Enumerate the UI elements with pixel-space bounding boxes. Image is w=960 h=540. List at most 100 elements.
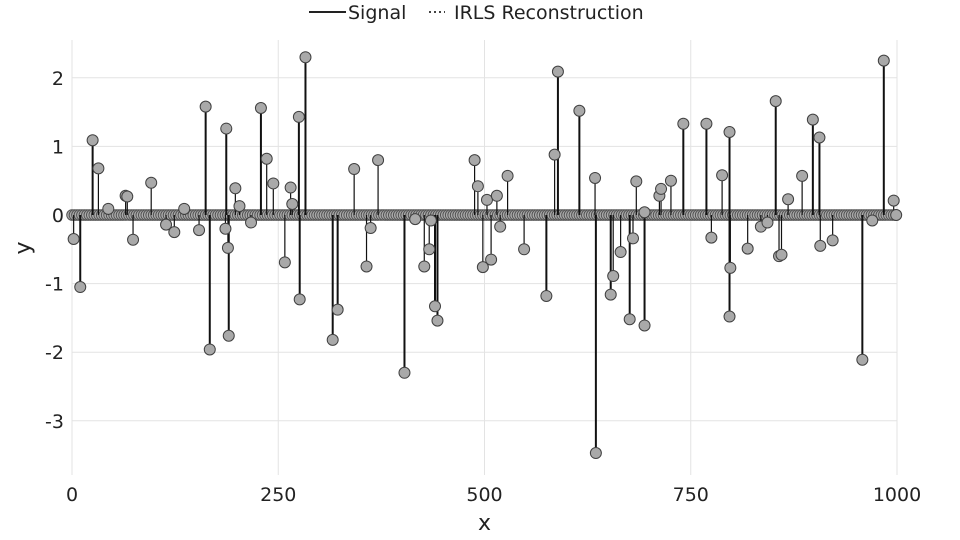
reconstruction-point bbox=[278, 256, 291, 269]
reconstruction-point bbox=[145, 176, 158, 189]
reconstruction-point bbox=[418, 260, 431, 273]
reconstruction-point bbox=[723, 310, 736, 323]
reconstruction-point bbox=[866, 214, 879, 227]
reconstruction-point bbox=[769, 95, 782, 108]
reconstruction-point bbox=[638, 319, 651, 332]
reconstruction-point bbox=[326, 333, 339, 346]
reconstruction-point bbox=[540, 289, 553, 302]
reconstruction-point bbox=[518, 243, 531, 256]
reconstruction-point bbox=[299, 51, 312, 64]
reconstruction-point bbox=[429, 300, 441, 313]
reconstruction-point bbox=[490, 189, 503, 202]
reconstruction-point bbox=[222, 329, 235, 342]
reconstruction-point bbox=[826, 234, 839, 247]
reconstruction-point bbox=[814, 239, 827, 252]
reconstruction-point bbox=[623, 313, 636, 326]
reconstruction-point bbox=[723, 125, 736, 138]
reconstruction-point bbox=[372, 154, 385, 167]
reconstruction-point bbox=[168, 226, 181, 239]
reconstruction-point bbox=[409, 213, 422, 226]
x-axis-title: x bbox=[478, 511, 491, 536]
reconstruction-point bbox=[199, 100, 212, 113]
reconstruction-point bbox=[193, 224, 206, 237]
reconstruction-point bbox=[604, 288, 617, 301]
reconstruction-point bbox=[724, 261, 737, 274]
reconstruction-point bbox=[127, 233, 140, 246]
reconstruction-point bbox=[664, 174, 677, 187]
reconstruction-point bbox=[471, 180, 484, 193]
reconstruction-point bbox=[589, 447, 602, 460]
reconstruction-point bbox=[627, 232, 639, 245]
y-tick-label: -1 bbox=[45, 274, 64, 296]
x-tick-label: 0 bbox=[66, 484, 78, 506]
legend-signal-label: Signal bbox=[348, 2, 406, 24]
reconstruction-point bbox=[221, 241, 234, 254]
y-tick-label: 2 bbox=[52, 68, 64, 90]
reconstruction-point bbox=[775, 248, 788, 261]
reconstruction-point bbox=[468, 154, 481, 167]
reconstruction-point bbox=[589, 171, 602, 184]
x-tick-label: 500 bbox=[466, 484, 502, 506]
reconstruction-point bbox=[284, 181, 297, 194]
reconstruction-point bbox=[877, 54, 890, 67]
reconstruction-point bbox=[741, 242, 754, 255]
reconstruction-point bbox=[856, 353, 869, 366]
reconstruction-point bbox=[348, 163, 361, 176]
reconstruction-point bbox=[705, 231, 718, 244]
reconstruction-point bbox=[887, 194, 900, 207]
reconstruction-point bbox=[716, 169, 729, 182]
y-tick-label: 0 bbox=[52, 205, 64, 227]
reconstruction-point bbox=[178, 202, 191, 215]
reconstruction-point bbox=[431, 314, 444, 327]
reconstruction-point bbox=[796, 169, 809, 182]
y-axis-title: y bbox=[11, 241, 36, 254]
x-tick-label: 750 bbox=[673, 484, 709, 506]
y-tick-label: -3 bbox=[45, 411, 64, 433]
reconstruction-point bbox=[480, 193, 493, 206]
reconstruction-point bbox=[102, 202, 115, 215]
reconstruction-point bbox=[423, 243, 436, 256]
reconstruction-point bbox=[700, 117, 713, 130]
reconstruction-point bbox=[86, 134, 99, 147]
reconstruction-point bbox=[220, 122, 233, 135]
reconstruction-point bbox=[360, 260, 373, 273]
x-tick-label: 1000 bbox=[873, 484, 921, 506]
reconstruction-point bbox=[813, 131, 826, 144]
reconstruction-point bbox=[267, 177, 280, 190]
reconstruction-point bbox=[160, 218, 173, 231]
legend: Signal IRLS Reconstruction bbox=[309, 2, 644, 24]
reconstruction-point bbox=[607, 270, 620, 283]
reconstruction-point bbox=[293, 293, 306, 306]
reconstruction-point bbox=[424, 214, 437, 227]
y-tick-label: -2 bbox=[45, 342, 64, 364]
reconstruction-point bbox=[476, 261, 489, 274]
reconstruction-point bbox=[292, 110, 305, 123]
reconstruction-point bbox=[245, 216, 258, 229]
reconstruction-point bbox=[677, 117, 690, 130]
reconstruction-point bbox=[203, 343, 216, 356]
reconstruction-point bbox=[219, 222, 232, 235]
legend-irls-label: IRLS Reconstruction bbox=[454, 2, 644, 24]
reconstruction-point bbox=[92, 162, 105, 175]
reconstruction-point bbox=[494, 220, 507, 233]
reconstruction-point bbox=[286, 198, 299, 211]
reconstruction-point bbox=[67, 233, 80, 246]
reconstruction-point bbox=[761, 216, 774, 229]
reconstruction-point bbox=[782, 193, 795, 206]
reconstruction-point bbox=[890, 209, 903, 221]
y-tick-label: 1 bbox=[52, 136, 64, 158]
reconstruction-point bbox=[229, 182, 242, 195]
reconstruction-point bbox=[551, 65, 564, 78]
axes: x y 0 250 500 750 1000 -3 -2 -1 0 1 2 bbox=[11, 68, 921, 536]
reconstruction-point bbox=[548, 148, 561, 161]
reconstruction-markers bbox=[67, 51, 903, 460]
x-tick-label: 250 bbox=[260, 484, 296, 506]
reconstruction-point bbox=[398, 366, 411, 379]
reconstruction-point bbox=[485, 253, 498, 266]
reconstruction-point bbox=[573, 104, 586, 117]
reconstruction-point bbox=[638, 206, 651, 219]
reconstruction-point bbox=[74, 281, 87, 294]
reconstruction-point bbox=[260, 152, 273, 165]
